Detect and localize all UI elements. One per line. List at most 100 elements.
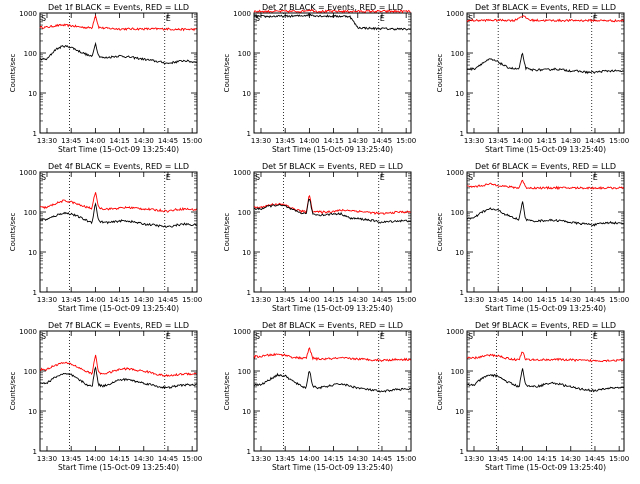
y-tick-label: 10 — [242, 249, 251, 257]
events-series-line — [39, 41, 197, 65]
x-tick-label: 15:00 — [182, 296, 202, 304]
start-marker: S — [468, 173, 473, 182]
lld-series-line — [39, 354, 197, 378]
start-marker: S — [255, 173, 260, 182]
y-tick-label: 1 — [33, 289, 37, 297]
panel-7: Det 7f BLACK = Events, RED = LLD 1 10 100 10… — [9, 321, 202, 472]
x-axis-label: Start Time (15-Oct-09 13:25:40) — [58, 304, 179, 313]
x-tick-label: 14:00 — [299, 137, 319, 145]
start-marker: S — [41, 14, 46, 23]
y-axis-label: Counts/sec — [9, 54, 17, 93]
x-tick-label: 14:30 — [561, 455, 581, 463]
events-series-line — [253, 198, 411, 224]
x-tick-label: 14:30 — [134, 296, 154, 304]
y-tick-label: 100 — [451, 209, 464, 217]
x-tick-label: 14:30 — [561, 296, 581, 304]
x-tick-label: 15:00 — [182, 137, 202, 145]
y-axis-label: Counts/sec — [436, 213, 444, 252]
panel-title: Det 1f BLACK = Events, RED = LLD — [48, 3, 189, 12]
x-tick-label: 14:30 — [348, 455, 368, 463]
plot-frame — [253, 171, 412, 293]
x-tick-label: 13:30 — [37, 137, 57, 145]
y-tick-label: 1 — [33, 448, 37, 456]
lld-series-line — [40, 192, 197, 213]
panel-1: Det 1f BLACK = Events, RED = LLD 1 10 100 10… — [9, 3, 202, 154]
x-axis-label: Start Time (15-Oct-09 13:25:40) — [485, 463, 606, 472]
y-tick-label: 1000 — [19, 328, 37, 336]
x-tick-label: 13:45 — [61, 296, 81, 304]
plot-frame — [39, 330, 198, 452]
x-tick-label: 13:45 — [275, 137, 295, 145]
x-tick-label: 15:00 — [182, 455, 202, 463]
x-tick-label: 14:45 — [372, 455, 392, 463]
events-series-line — [466, 368, 624, 393]
y-axis-label: Counts/sec — [223, 372, 231, 411]
x-tick-label: 14:45 — [158, 455, 178, 463]
end-marker: E — [593, 14, 598, 23]
x-tick-label: 13:45 — [275, 296, 295, 304]
start-marker: S — [255, 332, 260, 341]
start-marker: S — [468, 14, 473, 23]
plot-frame — [253, 12, 412, 134]
y-axis-label: Counts/sec — [223, 213, 231, 252]
plot-frame — [466, 12, 625, 134]
plot-frame — [466, 330, 625, 452]
x-tick-label: 15:00 — [609, 137, 629, 145]
y-tick-label: 1 — [247, 448, 251, 456]
x-tick-label: 14:45 — [372, 296, 392, 304]
x-tick-label: 13:45 — [61, 455, 81, 463]
x-tick-label: 13:30 — [464, 296, 484, 304]
x-tick-label: 14:00 — [512, 137, 532, 145]
panel-8: Det 8f BLACK = Events, RED = LLD 1 10 100 10… — [223, 321, 416, 472]
x-tick-label: 14:45 — [158, 137, 178, 145]
y-tick-label: 100 — [238, 50, 251, 58]
y-tick-label: 1 — [460, 289, 464, 297]
x-tick-label: 14:15 — [323, 455, 343, 463]
y-tick-label: 100 — [24, 368, 37, 376]
lld-series-line — [466, 179, 624, 190]
x-tick-label: 13:30 — [464, 137, 484, 145]
start-marker: S — [255, 14, 260, 23]
y-tick-label: 100 — [451, 50, 464, 58]
lld-series-line — [466, 15, 624, 23]
x-tick-label: 14:30 — [348, 296, 368, 304]
x-tick-label: 15:00 — [396, 137, 416, 145]
x-axis-label: Start Time (15-Oct-09 13:25:40) — [485, 145, 606, 154]
y-tick-label: 100 — [451, 368, 464, 376]
panel-title: Det 4f BLACK = Events, RED = LLD — [48, 162, 189, 171]
x-tick-label: 14:00 — [85, 137, 105, 145]
y-tick-label: 100 — [24, 50, 37, 58]
x-tick-label: 14:00 — [512, 455, 532, 463]
panel-title: Det 5f BLACK = Events, RED = LLD — [262, 162, 403, 171]
x-tick-label: 15:00 — [609, 296, 629, 304]
panel-6: Det 6f BLACK = Events, RED = LLD 1 10 100 10… — [436, 162, 629, 313]
y-tick-label: 10 — [455, 90, 464, 98]
y-tick-label: 10 — [455, 408, 464, 416]
y-tick-label: 1000 — [233, 328, 251, 336]
x-tick-label: 14:00 — [85, 455, 105, 463]
x-tick-label: 14:45 — [158, 296, 178, 304]
x-tick-label: 14:15 — [536, 296, 556, 304]
x-tick-label: 14:00 — [512, 296, 532, 304]
y-axis-label: Counts/sec — [436, 372, 444, 411]
x-tick-label: 13:45 — [488, 296, 508, 304]
x-tick-label: 13:30 — [37, 455, 57, 463]
panel-title: Det 6f BLACK = Events, RED = LLD — [475, 162, 616, 171]
x-tick-label: 14:45 — [585, 455, 605, 463]
x-tick-label: 13:30 — [37, 296, 57, 304]
x-tick-label: 13:30 — [251, 296, 271, 304]
y-axis-label: Counts/sec — [9, 372, 17, 411]
y-tick-label: 1 — [460, 130, 464, 138]
x-tick-label: 13:45 — [488, 455, 508, 463]
lld-series-line — [253, 347, 411, 362]
y-tick-label: 1000 — [233, 10, 251, 18]
x-tick-label: 14:15 — [323, 296, 343, 304]
y-tick-label: 1000 — [446, 169, 464, 177]
plot-frame — [39, 12, 198, 134]
y-tick-label: 1000 — [446, 10, 464, 18]
x-tick-label: 14:00 — [299, 455, 319, 463]
panel-title: Det 7f BLACK = Events, RED = LLD — [48, 321, 189, 330]
panel-4: Det 4f BLACK = Events, RED = LLD 1 10 100 10… — [9, 162, 202, 313]
y-axis-label: Counts/sec — [9, 213, 17, 252]
y-tick-label: 1 — [33, 130, 37, 138]
